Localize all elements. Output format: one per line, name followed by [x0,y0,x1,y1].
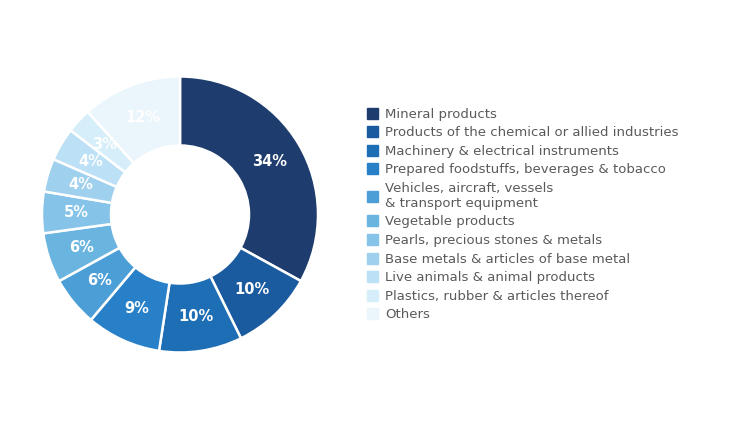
Wedge shape [70,112,134,172]
Text: 6%: 6% [69,239,94,254]
Wedge shape [44,159,117,203]
Wedge shape [53,130,125,187]
Wedge shape [91,267,170,351]
Text: 34%: 34% [251,154,286,169]
Text: 10%: 10% [234,282,269,297]
Wedge shape [211,248,301,338]
Text: 4%: 4% [68,178,93,193]
Text: 3%: 3% [92,137,116,152]
Text: 5%: 5% [64,205,89,221]
Wedge shape [159,276,241,353]
Wedge shape [180,76,318,281]
Text: 10%: 10% [178,309,213,324]
Wedge shape [59,248,136,320]
Text: 9%: 9% [124,301,149,316]
Text: 4%: 4% [79,154,104,169]
Wedge shape [88,76,180,163]
Wedge shape [42,191,112,233]
Legend: Mineral products, Products of the chemical or allied industries, Machinery & ele: Mineral products, Products of the chemic… [367,108,679,321]
Text: 6%: 6% [88,272,112,287]
Text: 12%: 12% [125,110,160,125]
Wedge shape [44,224,119,281]
